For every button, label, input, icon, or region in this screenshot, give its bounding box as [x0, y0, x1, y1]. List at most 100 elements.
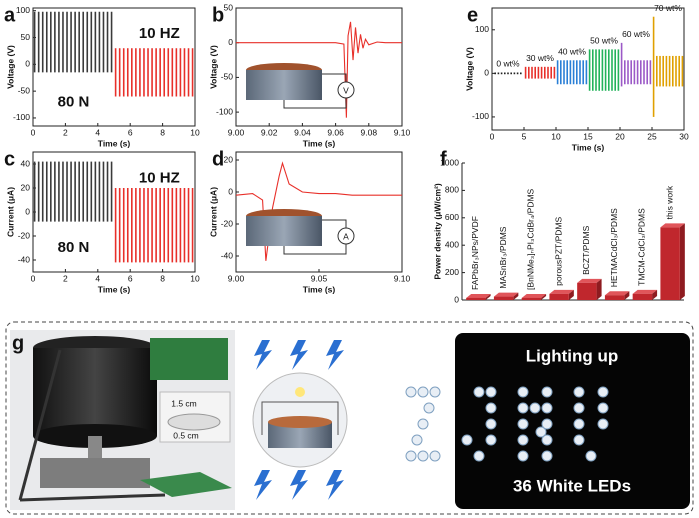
x-tick-label: 9.02 — [261, 127, 278, 137]
y-tick-label: -100 — [472, 111, 489, 121]
photo-device — [10, 330, 235, 510]
led — [541, 434, 553, 446]
x-tick-label: 10 — [551, 131, 561, 141]
bar-top — [632, 289, 658, 294]
panel-label: e — [467, 4, 478, 26]
annotation: 80 N — [58, 239, 90, 256]
led — [535, 426, 547, 438]
lighting-text: Lighting up — [526, 346, 619, 365]
bar — [466, 297, 486, 300]
led — [541, 418, 553, 430]
led — [573, 386, 585, 398]
y-tick-label: 20 — [21, 182, 31, 192]
bar-side — [624, 291, 630, 300]
y-axis-title: Voltage (V) — [5, 45, 15, 89]
series-label: 30 wt% — [526, 53, 554, 63]
bar-side — [596, 278, 602, 300]
bar — [493, 296, 514, 300]
y-axis-title: Voltage (V) — [208, 45, 218, 89]
y-tick-label: 1000 — [440, 157, 459, 167]
led — [405, 450, 417, 462]
bar-side — [568, 289, 574, 300]
y-tick-label: 800 — [445, 185, 459, 195]
bar — [549, 293, 569, 300]
x-tick-label: 9.08 — [361, 127, 378, 137]
panel-label: d — [212, 148, 224, 170]
x-tick-label: 6 — [128, 273, 133, 283]
y-tick-label: -40 — [18, 254, 31, 264]
bar-top — [549, 289, 574, 294]
led — [485, 434, 497, 446]
y-tick-label: 50 — [21, 32, 31, 42]
x-tick-label: 30 — [679, 131, 689, 141]
led — [417, 450, 429, 462]
led — [411, 434, 423, 446]
x-tick-label: 8 — [160, 127, 165, 137]
y-tick-label: 40 — [21, 158, 31, 168]
y-tick-label: -50 — [221, 72, 234, 82]
x-tick-label: 9.06 — [327, 127, 344, 137]
y-tick-label: 400 — [445, 239, 459, 249]
bar-top — [521, 293, 547, 298]
series-label: 0 wt% — [496, 59, 520, 69]
series-label: 50 wt% — [590, 36, 618, 46]
led — [517, 418, 529, 430]
led — [573, 402, 585, 414]
led — [429, 450, 441, 462]
led — [541, 450, 553, 462]
led-text: 36 White LEDs — [513, 476, 631, 495]
series-label: 40 wt% — [558, 47, 586, 57]
inset-symbol: V — [343, 85, 349, 95]
bar-top — [466, 293, 491, 298]
y-tick-label: -100 — [13, 112, 30, 122]
x-axis-title: Time (s) — [98, 284, 131, 294]
inset-wire — [283, 219, 347, 255]
led — [417, 386, 429, 398]
lightning-illustration — [252, 340, 348, 500]
panel-label: f — [440, 148, 447, 170]
category-label: HETMACdCl₃/PDMS — [609, 208, 619, 287]
inset-text: 1.5 cm — [171, 398, 197, 408]
inset-device — [246, 216, 322, 246]
inset-wire — [283, 73, 347, 109]
x-tick-label: 10 — [190, 127, 200, 137]
led — [473, 450, 485, 462]
y-tick-label: 20 — [224, 154, 234, 164]
led — [597, 418, 609, 430]
y-tick-label: 100 — [16, 5, 30, 15]
x-tick-label: 0 — [490, 131, 495, 141]
led — [429, 386, 441, 398]
x-axis-title: Time (s) — [303, 138, 336, 148]
inset-text: 0.5 cm — [173, 430, 199, 440]
y-tick-label: -20 — [18, 230, 31, 240]
y-tick-label: 0 — [484, 68, 489, 78]
inset-device — [246, 70, 322, 100]
led — [485, 402, 497, 414]
bar — [632, 293, 653, 300]
x-tick-label: 2 — [63, 127, 68, 137]
y-tick-label: 0 — [25, 206, 30, 216]
inset-symbol: A — [343, 231, 349, 241]
x-tick-label: 0 — [31, 127, 36, 137]
x-axis-title: Time (s) — [303, 284, 336, 294]
x-tick-label: 6 — [128, 127, 133, 137]
y-tick-label: 0 — [228, 37, 233, 47]
panel-label: a — [4, 4, 16, 26]
led — [541, 386, 553, 398]
led — [541, 402, 553, 414]
led — [517, 450, 529, 462]
panel-label: c — [4, 148, 15, 170]
led — [423, 402, 435, 414]
plot-frame — [32, 7, 196, 127]
line-series — [236, 21, 402, 118]
annotation: 10 HZ — [139, 169, 180, 186]
led-board — [455, 333, 690, 509]
series-label: 60 wt% — [622, 29, 650, 39]
panel-label: g — [12, 332, 24, 354]
y-axis-title: Power density (μW/cm²) — [432, 183, 442, 280]
bar — [604, 295, 625, 300]
x-tick-label: 15 — [583, 131, 593, 141]
led — [517, 434, 529, 446]
led — [597, 402, 609, 414]
